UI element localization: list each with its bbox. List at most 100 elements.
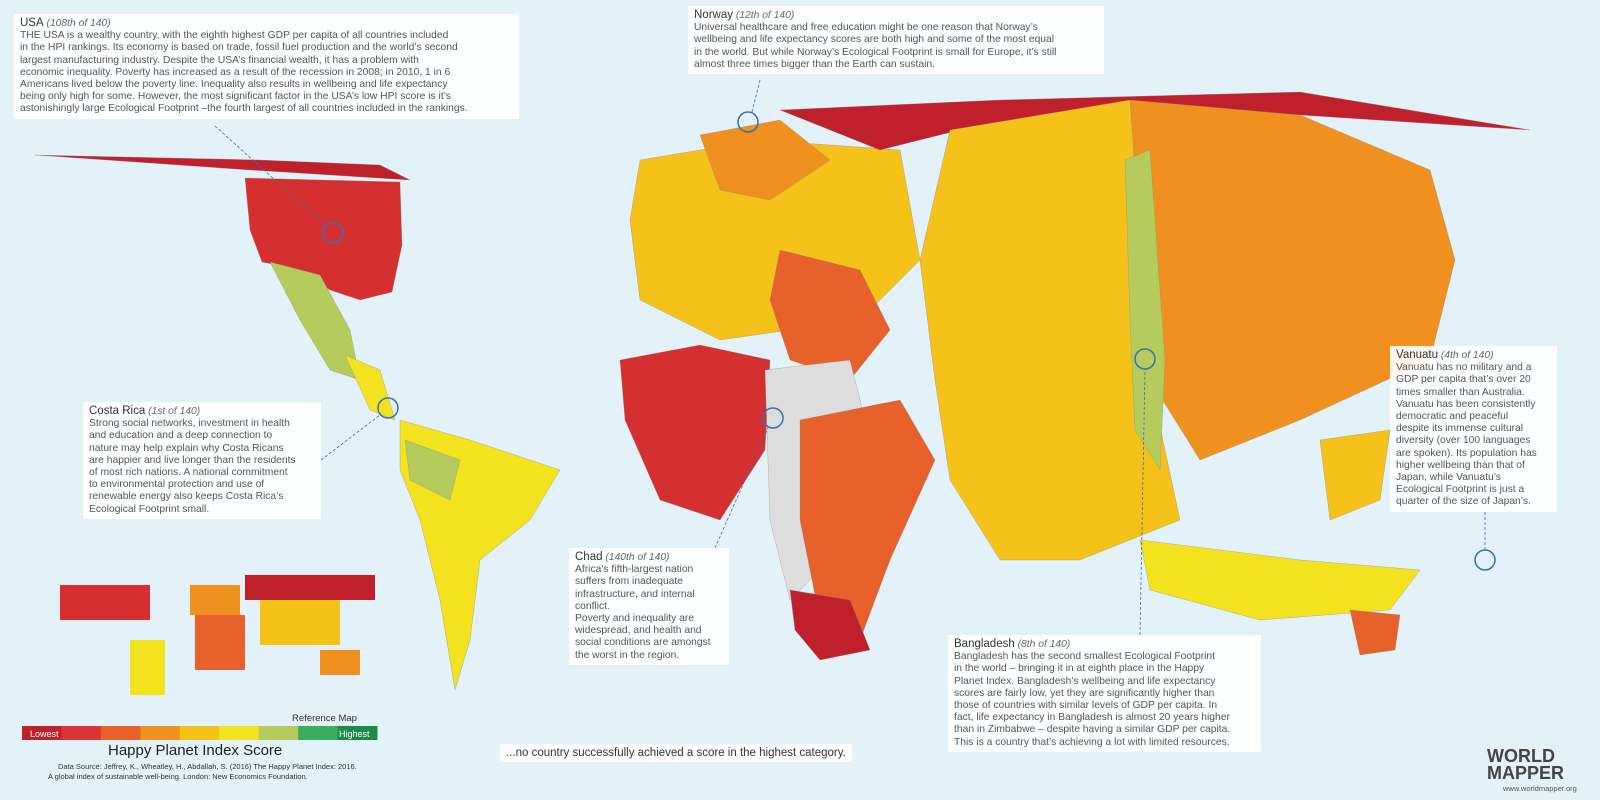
annotation-line: scores are fairly low, yet they are sign… [954, 687, 1215, 699]
annotation-line: THE USA is a wealthy country, with the e… [20, 30, 449, 42]
footer-note: ...no country successfully achieved a sc… [500, 744, 852, 762]
annotation-line: suffers from inadequate [575, 576, 683, 588]
annotation-line: infrastructure, and internal [575, 588, 695, 600]
country-rank: (12th of 140) [735, 10, 795, 21]
annotation-heading: Bangladesh (8th of 140) [954, 638, 1255, 651]
annotation-line: Strong social networks, investment in he… [89, 418, 290, 430]
annotation-line: almost three times bigger than the Earth… [694, 58, 935, 70]
reference-map [60, 575, 375, 695]
usa-marker [322, 222, 344, 244]
legend-reference: Reference Map [292, 713, 357, 724]
annotation-line: diversity (over 100 languages [1396, 435, 1531, 447]
ref-as [260, 600, 340, 645]
scandinavia [699, 119, 831, 201]
leader [714, 427, 769, 549]
legend-swatch [337, 726, 378, 740]
east-africa [799, 399, 936, 641]
leaders [214, 79, 1486, 636]
leader [320, 414, 381, 461]
annotation-line: economic inequality. Poverty has increas… [20, 66, 451, 78]
leader [751, 79, 761, 113]
legend-swatch [140, 726, 181, 740]
annotation-line: are happier and live longer than the res… [89, 454, 296, 466]
annotation-line: in the world. But while Norway’s Ecologi… [694, 46, 1057, 58]
canada [34, 154, 411, 181]
annotation-heading: Vanuatu (4th of 140) [1396, 349, 1551, 362]
annotation: Costa Rica (1st of 140) Strong social net… [83, 402, 321, 519]
annotation: Vanuatu (4th of 140) Vanuatu has no milit… [1390, 346, 1557, 512]
legend-high: Highest [339, 729, 370, 739]
annotation-line: in the HPI rankings. Its economy is base… [20, 42, 458, 54]
annotation-line: Ecological Footprint small. [89, 503, 210, 515]
annotation-line: being only high for some. However, the m… [20, 91, 451, 103]
ref-sa [130, 640, 165, 695]
country-name: Norway [694, 9, 733, 21]
data-source: A global index of sustainable well-being… [48, 772, 308, 781]
legend-swatch [100, 726, 141, 740]
ref-eu [190, 585, 240, 615]
annotation-line: Vanuatu has been consistently [1396, 398, 1536, 410]
annotation-line: and education and a deep connection to [89, 430, 273, 442]
vanuatu-marker [1474, 549, 1496, 571]
country-name: Chad [575, 551, 603, 563]
annotation-heading: USA (108th of 140) [20, 17, 513, 30]
australia [1349, 609, 1401, 656]
logo-url: www.worldmapper.org [1503, 784, 1577, 793]
cartogram [34, 91, 1531, 691]
annotation-line: than in Zimbabwe – despite having a simi… [954, 724, 1231, 736]
data-source: Data Source: Jeffrey, K., Wheatley, H., … [58, 762, 357, 771]
annotation-heading: Chad (140th of 140) [575, 551, 723, 564]
west-africa [619, 344, 771, 521]
logo-mapper: MAPPER [1487, 763, 1565, 783]
annotation-line: Bangladesh has the second smallest Ecolo… [954, 651, 1216, 663]
annotation: USA (108th of 140) THE USA is a wealthy c… [14, 14, 519, 119]
annotation-line: largest manufacturing industry. Despite … [20, 54, 419, 66]
annotation: Bangladesh (8th of 140) Bangladesh has th… [948, 635, 1261, 752]
annotation-line: nature may help explain why Costa Ricans [89, 442, 284, 454]
central-america [344, 354, 396, 421]
annotation-line: times smaller than Australia. [1396, 386, 1525, 398]
annotation-line: the worst in the region. [575, 649, 680, 661]
annotation-line: This is a country that’s achieving a lot… [954, 736, 1230, 748]
legend-swatch [22, 726, 62, 740]
annotation-line: Americans lived below the poverty line. … [20, 79, 448, 91]
chad-marker [762, 407, 784, 429]
annotation-line: Africa’s fifth-largest nation [575, 564, 694, 576]
costa-rica-marker [377, 397, 399, 419]
argentina [404, 439, 461, 501]
south-africa [789, 589, 871, 661]
country-rank: (8th of 140) [1017, 639, 1071, 650]
legend-swatch [298, 726, 339, 740]
usa [244, 177, 403, 301]
country-name: USA [20, 17, 44, 29]
annotation-line: Universal healthcare and free education … [694, 22, 1038, 34]
sea-islands [1139, 539, 1421, 621]
annotation-line: GDP per capita that’s over 20 [1396, 374, 1531, 386]
annotation-line: conflict. [575, 600, 610, 612]
annotation-line: in the world – bringing it in at eighth … [954, 663, 1205, 675]
indonesia [1319, 429, 1391, 521]
annotation-heading: Norway (12th of 140) [694, 9, 1098, 22]
annotation-line: higher wellbeing than that of [1396, 459, 1525, 471]
ref-na [60, 585, 150, 620]
norway-marker [737, 111, 759, 133]
legend-low: Lowest [30, 729, 59, 739]
country-name: Bangladesh [954, 638, 1015, 650]
annotation-line: democratic and peaceful [1396, 411, 1509, 423]
legend-swatch [258, 726, 299, 740]
logo-world: WORLD [1487, 746, 1555, 766]
annotation-line: Poverty and inequality are [575, 613, 695, 625]
country-name: Vanuatu [1396, 349, 1438, 361]
leader [1139, 368, 1146, 636]
country-rank: (4th of 140) [1440, 350, 1494, 361]
annotation-line: wellbeing and life expectancy scores are… [694, 34, 1055, 46]
country-rank: (1st of 140) [148, 406, 201, 417]
country-rank: (108th of 140) [46, 18, 111, 29]
annotation-line: social conditions are amongst [575, 637, 711, 649]
ref-ru [245, 575, 375, 600]
legend-swatch [179, 726, 220, 740]
annotation-line: astonishingly large Ecological Footprint… [20, 103, 468, 115]
legend-swatch [61, 726, 102, 740]
